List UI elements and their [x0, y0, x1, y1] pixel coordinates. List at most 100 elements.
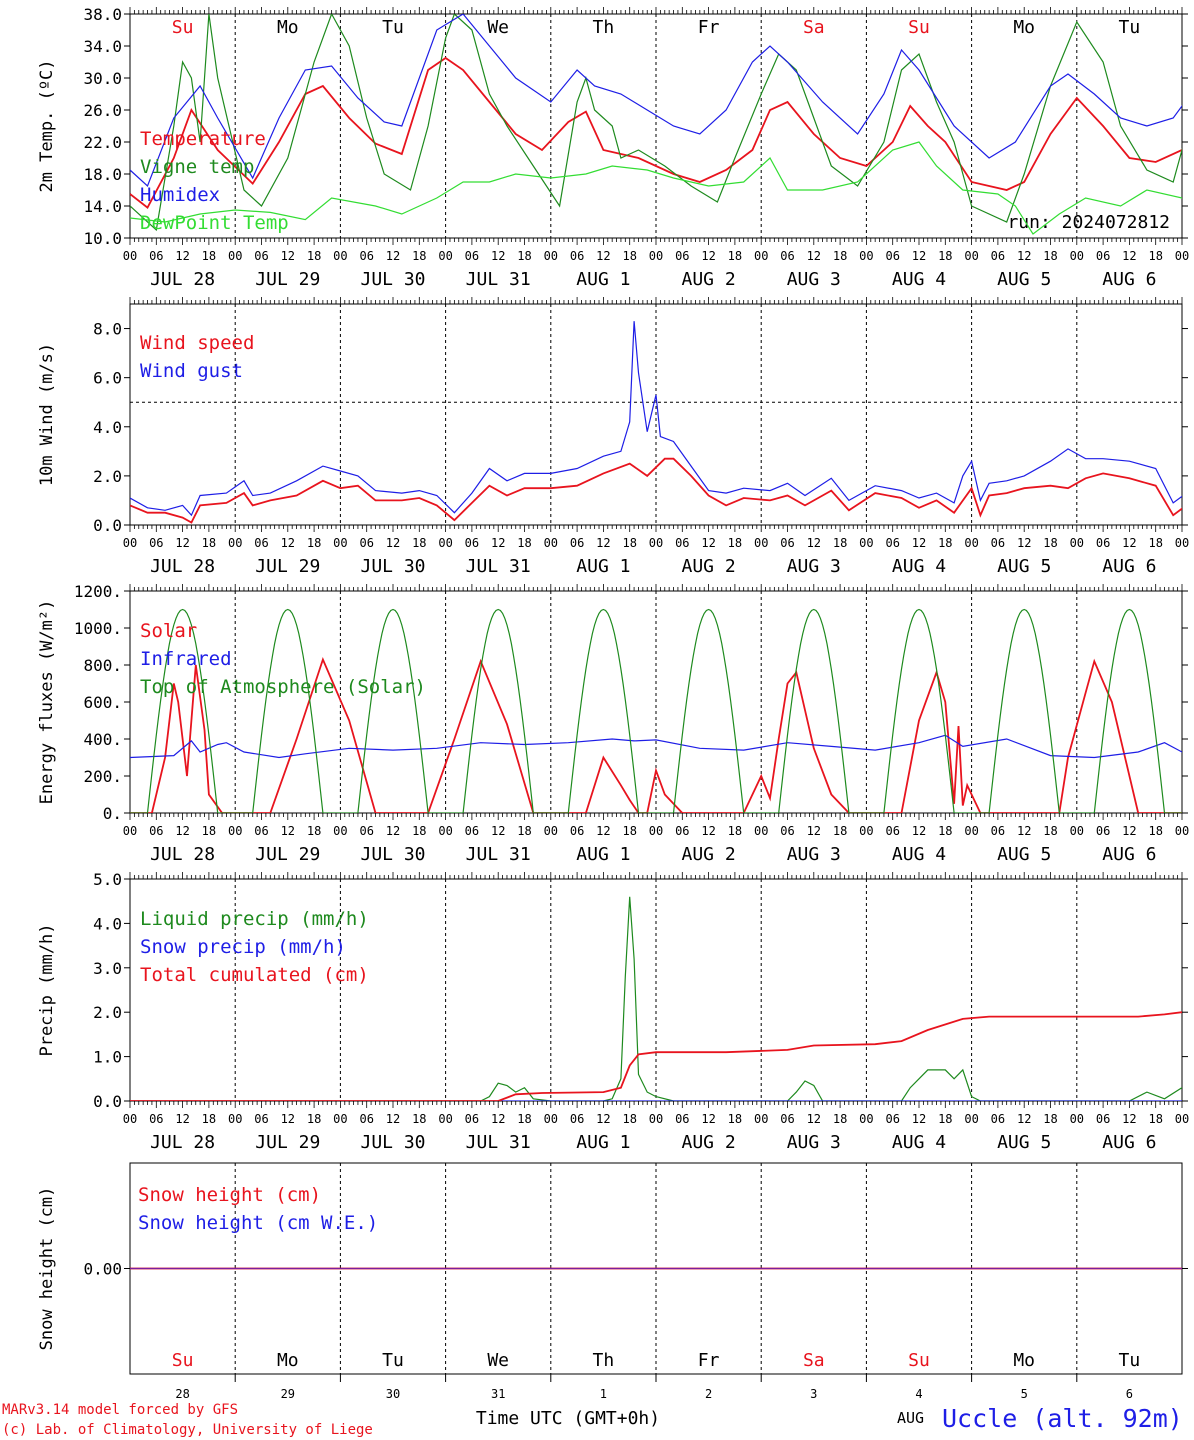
hour-label: 12	[386, 536, 400, 550]
y-tick-label: 3.0	[93, 959, 122, 978]
y-tick-label: 5.0	[93, 870, 122, 889]
date-label: JUL 31	[466, 844, 531, 865]
weekday-label: Sa	[803, 1350, 825, 1371]
date-label: AUG 1	[576, 1132, 630, 1153]
hour-label: 18	[833, 824, 847, 838]
date-label: AUG 6	[1102, 844, 1156, 865]
hour-label: 06	[570, 249, 584, 263]
weekday-label: Su	[908, 1350, 930, 1371]
hour-label: 12	[386, 824, 400, 838]
hour-label: 06	[149, 536, 163, 550]
date-label: AUG 5	[997, 1132, 1051, 1153]
hour-label: 00	[1175, 249, 1189, 263]
y-tick-label: 6.0	[93, 369, 122, 388]
hour-label: 18	[517, 824, 531, 838]
hour-label: 18	[622, 536, 636, 550]
hour-label: 06	[780, 249, 794, 263]
date-label: JUL 28	[150, 556, 215, 577]
date-label: AUG 3	[787, 1132, 841, 1153]
hour-label: 00	[438, 249, 452, 263]
date-label: JUL 28	[150, 1132, 215, 1153]
hour-label: 00	[228, 1112, 242, 1126]
hour-label: 00	[1070, 249, 1084, 263]
date-label: JUL 30	[360, 556, 425, 577]
hour-label: 12	[596, 536, 610, 550]
hour-label: 18	[202, 249, 216, 263]
hour-label: 12	[912, 249, 926, 263]
hour-label: 06	[1096, 536, 1110, 550]
hour-label: 18	[1148, 1112, 1162, 1126]
hour-label: 00	[859, 249, 873, 263]
hour-label: 00	[1070, 1112, 1084, 1126]
hour-label: 18	[517, 536, 531, 550]
hour-label: 00	[1175, 824, 1189, 838]
date-label: JUL 30	[360, 844, 425, 865]
date-label: AUG 5	[997, 556, 1051, 577]
hour-label: 00	[123, 249, 137, 263]
weekday-label: Mo	[1013, 1350, 1035, 1371]
hour-label: 00	[754, 536, 768, 550]
weekday-label: Tu	[382, 1350, 404, 1371]
hour-label: 06	[675, 536, 689, 550]
run-label: run: 2024072812	[1007, 212, 1170, 233]
hour-label: 00	[228, 824, 242, 838]
legend-entry: Infrared	[140, 648, 232, 670]
hour-label: 12	[175, 824, 189, 838]
series-line-vigne-temp	[130, 14, 1182, 232]
hour-label: 18	[412, 1112, 426, 1126]
date-label: JUL 28	[150, 844, 215, 865]
hour-label: 06	[570, 1112, 584, 1126]
hour-label: 06	[359, 1112, 373, 1126]
date-label: JUL 29	[255, 556, 320, 577]
hour-label: 06	[991, 824, 1005, 838]
hour-label: 18	[1043, 249, 1057, 263]
hour-label: 00	[859, 1112, 873, 1126]
series-line-humidex	[130, 14, 1182, 188]
y-tick-label: 22.0	[83, 133, 122, 152]
hour-label: 18	[728, 249, 742, 263]
y-tick-label: 26.0	[83, 101, 122, 120]
hour-label: 12	[1122, 1112, 1136, 1126]
hour-label: 12	[701, 249, 715, 263]
hour-label: 06	[254, 1112, 268, 1126]
date-label: AUG 3	[787, 556, 841, 577]
hour-label: 00	[438, 1112, 452, 1126]
date-label: AUG 2	[682, 556, 736, 577]
series-line-temperature	[130, 56, 1182, 209]
legend-entry: Wind speed	[140, 332, 254, 354]
hour-label: 00	[859, 536, 873, 550]
hour-label: 00	[649, 536, 663, 550]
hour-label: 06	[885, 249, 899, 263]
hour-label: 12	[175, 249, 189, 263]
hour-label: 12	[912, 1112, 926, 1126]
hour-label: 00	[333, 1112, 347, 1126]
legend-entry: Snow height (cm W.E.)	[138, 1212, 378, 1234]
date-label: AUG 1	[576, 844, 630, 865]
hour-label: 06	[1096, 824, 1110, 838]
date-label: AUG 4	[892, 1132, 946, 1153]
y-axis-title: 10m Wind (m/s)	[37, 343, 57, 486]
hour-label: 12	[701, 536, 715, 550]
date-label: JUL 31	[466, 556, 531, 577]
hour-label: 06	[885, 824, 899, 838]
y-tick-label: 38.0	[83, 5, 122, 24]
series-group	[130, 608, 1182, 813]
hour-label: 18	[412, 536, 426, 550]
y-tick-label: 4.0	[93, 418, 122, 437]
hour-label: 00	[1070, 824, 1084, 838]
series-line-wind-speed	[130, 457, 1182, 524]
chart-panel-4: 0.0 1.0 2.0 3.0 4.0 5.0 Precip (mm/h) 00 06 12 18 J…	[37, 870, 1189, 1153]
hour-label: 00	[333, 249, 347, 263]
hour-label: 06	[465, 1112, 479, 1126]
hour-label: 12	[491, 249, 505, 263]
hour-label: 12	[386, 1112, 400, 1126]
hour-label: 00	[544, 1112, 558, 1126]
hour-label: 06	[149, 249, 163, 263]
hour-label: 00	[649, 1112, 663, 1126]
weekday-label: Su	[172, 17, 194, 38]
hour-label: 12	[1017, 1112, 1031, 1126]
hour-label: 18	[202, 1112, 216, 1126]
chart-panel-5: 0.00 Snow height (cm) Su 28 Mo 29 Tu 30 We 31 Th 1 F…	[37, 1162, 1188, 1401]
date-label: JUL 31	[466, 269, 531, 290]
date-label: AUG 4	[892, 556, 946, 577]
